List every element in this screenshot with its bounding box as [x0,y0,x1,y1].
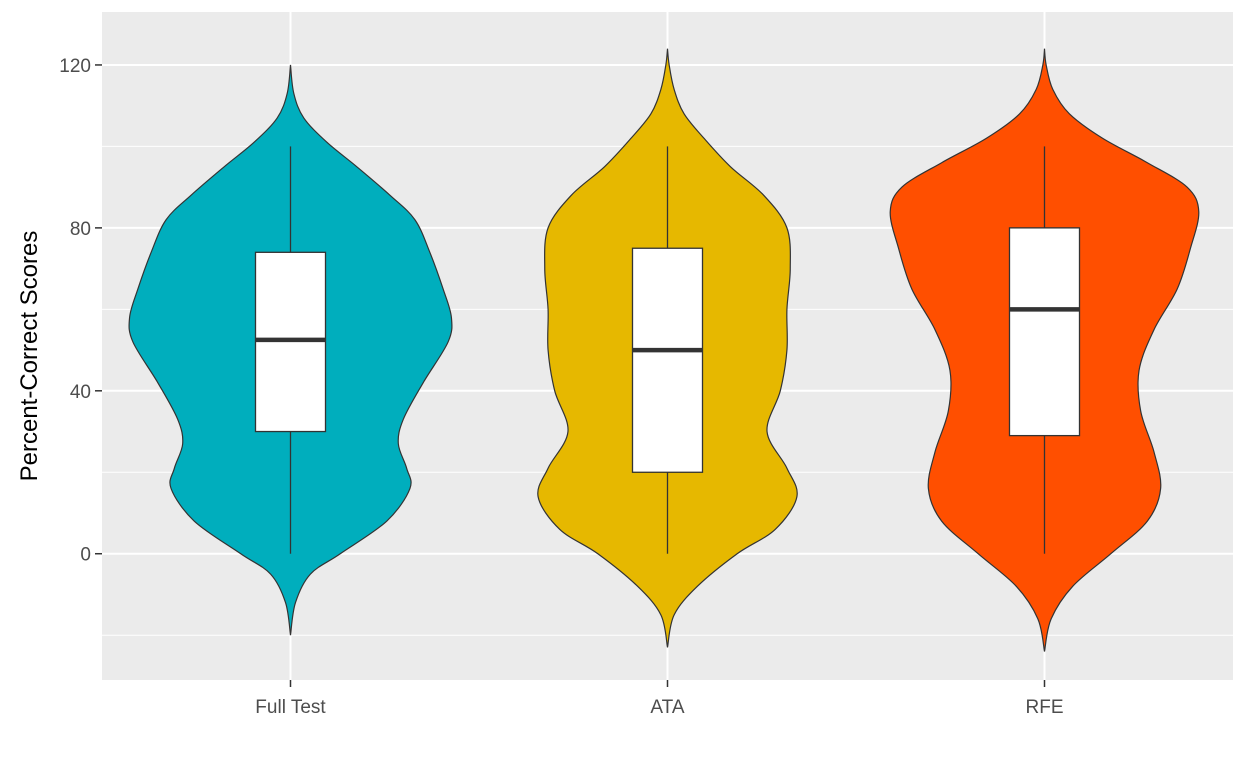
box-ata [631,247,704,473]
x-tick-label: ATA [650,697,684,718]
y-axis-title: Percent-Correct Scores [16,231,43,482]
box-plots [254,146,1081,554]
x-tick-label: RFE [1026,697,1064,718]
y-tick-label: 80 [70,219,91,240]
y-tick-label: 0 [80,545,91,566]
box-rfe [1008,227,1081,437]
x-tick-label: Full Test [255,697,326,718]
y-tick-label: 120 [59,56,91,77]
y-axis: 0 40 80 120 [59,56,102,566]
x-axis: Full Test ATA RFE [255,680,1064,718]
y-tick-label: 40 [70,382,91,403]
